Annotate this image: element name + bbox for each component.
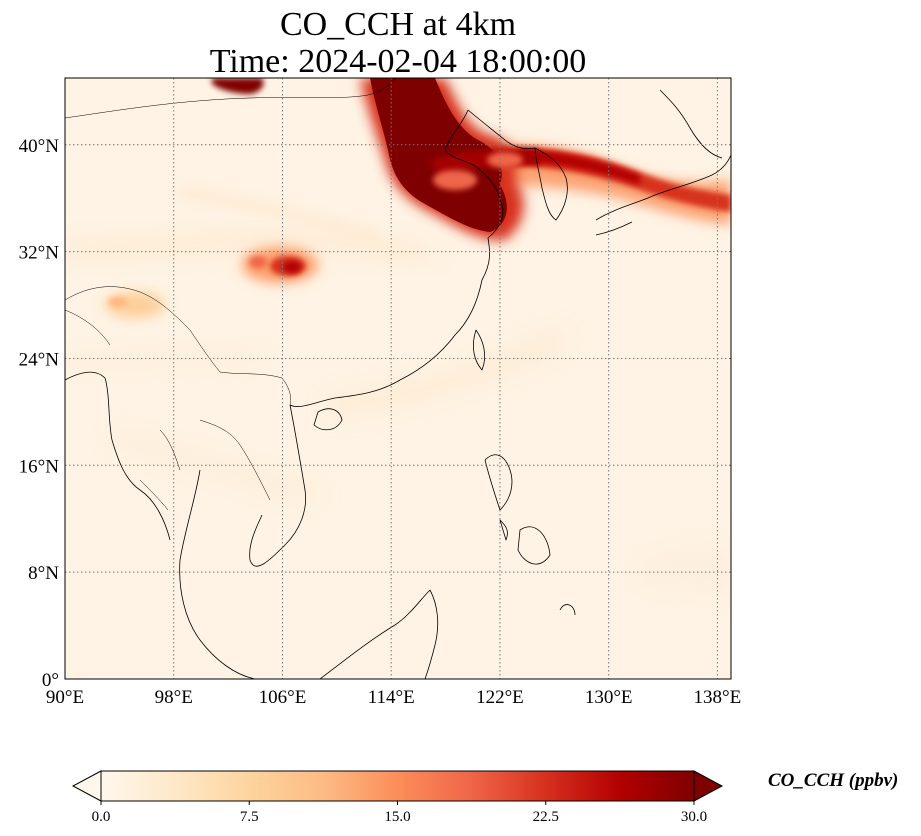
- colorbar-tick-label: 30.0: [681, 809, 707, 825]
- colorbar-tick-label: 15.0: [384, 809, 410, 825]
- colorbar-extend-low: [71, 770, 102, 802]
- concentration-field: [65, 78, 731, 600]
- colorbar-tick-label: 0.0: [92, 809, 111, 825]
- colorbar-ticks: 0.0 7.5 15.0 22.5 30.0: [92, 801, 707, 825]
- colorbar: 0.0 7.5 15.0 22.5 30.0: [71, 770, 724, 825]
- colorbar-tick-label: 7.5: [240, 809, 259, 825]
- chart-title: CO_CCH at 4km: [279, 6, 517, 43]
- chart-subtitle: Time: 2024-02-04 18:00:00: [209, 43, 587, 80]
- y-tick-label: 24°N: [19, 349, 60, 370]
- x-tick-label: 138°E: [694, 687, 742, 708]
- plume-mongolia: [212, 78, 264, 94]
- y-tick-label: 40°N: [19, 136, 60, 157]
- colorbar-body: [101, 771, 694, 801]
- colorbar-label: CO_CCH (ppbv): [768, 770, 899, 791]
- x-tick-label: 122°E: [476, 687, 524, 708]
- y-tick-label: 32°N: [19, 243, 60, 264]
- x-tick-label: 130°E: [585, 687, 633, 708]
- x-tick-label: 114°E: [368, 687, 415, 708]
- colorbar-extend-high: [693, 770, 724, 802]
- x-tick-label: 98°E: [155, 687, 193, 708]
- coastlines: [65, 89, 731, 679]
- x-tick-label: 90°E: [46, 687, 84, 708]
- map-frame: [64, 77, 732, 680]
- y-tick-label: 8°N: [28, 563, 59, 584]
- colorbar-tick-label: 22.5: [533, 809, 559, 825]
- y-tick-labels: 0° 8°N 16°N 24°N 32°N 40°N: [19, 136, 60, 691]
- y-tick-label: 0°: [42, 670, 59, 691]
- y-tick-label: 16°N: [19, 456, 60, 477]
- x-tick-labels: 90°E 98°E 106°E 114°E 122°E 130°E 138°E: [46, 687, 741, 708]
- x-tick-label: 106°E: [259, 687, 307, 708]
